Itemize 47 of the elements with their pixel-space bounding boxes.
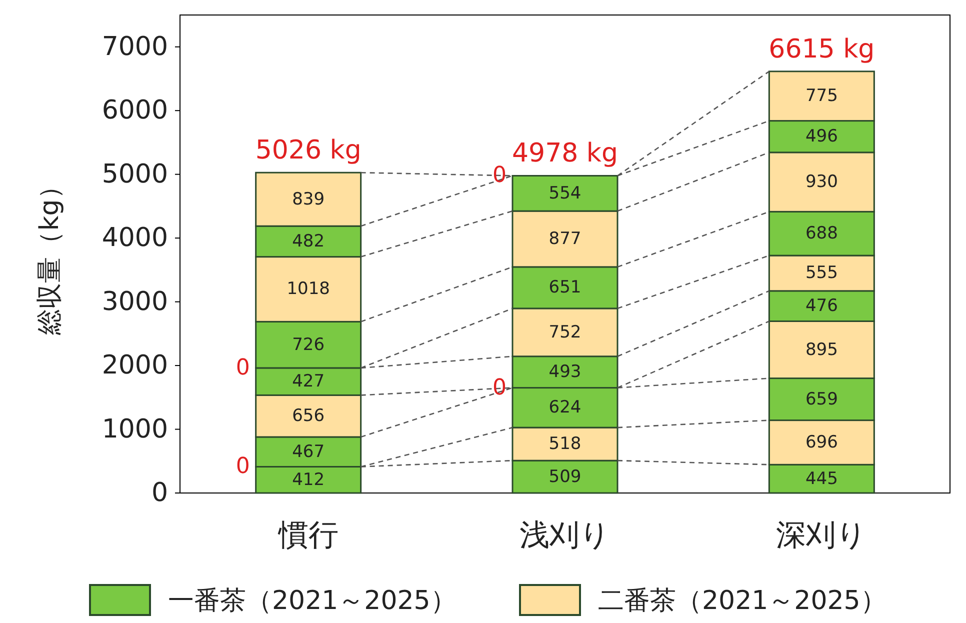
data-label: 726 xyxy=(292,334,325,355)
data-label: 427 xyxy=(292,372,325,392)
data-label: 467 xyxy=(292,442,325,462)
y-tick-label: 7000 xyxy=(102,32,168,62)
total-label: 5026 kg xyxy=(255,136,362,166)
y-tick-label: 6000 xyxy=(102,96,168,126)
y-tick-label: 2000 xyxy=(102,350,168,381)
y-tick-label: 3000 xyxy=(102,286,168,317)
data-label: 930 xyxy=(805,172,838,192)
total-label: 6615 kg xyxy=(768,34,875,64)
data-label: 445 xyxy=(805,468,838,489)
data-label: 482 xyxy=(292,231,325,252)
data-label: 752 xyxy=(548,322,582,342)
data-label: 775 xyxy=(805,86,838,106)
data-label: 696 xyxy=(805,432,838,452)
data-label: 624 xyxy=(548,398,582,418)
data-label: 412 xyxy=(292,470,325,490)
y-tick-label: 0 xyxy=(151,478,168,508)
data-label: 659 xyxy=(805,389,838,410)
annotation: 0 xyxy=(236,454,250,480)
annotation: 0 xyxy=(492,163,506,188)
data-label: 554 xyxy=(548,183,582,204)
x-tick-label: 深刈り xyxy=(776,518,868,553)
annotation: 0 xyxy=(236,355,250,380)
x-tick-label: 浅刈り xyxy=(520,518,610,553)
total-label: 4978 kg xyxy=(512,138,618,169)
data-label: 493 xyxy=(548,362,582,382)
data-label: 877 xyxy=(548,228,582,249)
y-tick-label: 4000 xyxy=(102,223,168,254)
legend-label: 一番茶（2021～2025） xyxy=(168,586,456,616)
data-label: 651 xyxy=(548,278,582,298)
legend-label: 二番茶（2021～2025） xyxy=(598,586,886,616)
y-tick-label: 1000 xyxy=(102,414,168,444)
data-label: 656 xyxy=(292,406,325,426)
data-label: 555 xyxy=(805,263,838,284)
y-axis-title: 総収量（kg） xyxy=(35,173,65,336)
data-label: 1018 xyxy=(286,279,330,300)
data-label: 895 xyxy=(805,340,838,360)
annotation: 0 xyxy=(492,375,506,400)
data-label: 476 xyxy=(805,296,838,316)
data-label: 688 xyxy=(805,224,838,244)
data-label: 518 xyxy=(548,434,582,454)
y-tick-label: 5000 xyxy=(102,159,168,190)
data-label: 509 xyxy=(548,466,582,487)
data-label: 839 xyxy=(292,189,325,210)
x-tick-label: 慣行 xyxy=(277,518,338,553)
data-label: 496 xyxy=(805,126,838,147)
